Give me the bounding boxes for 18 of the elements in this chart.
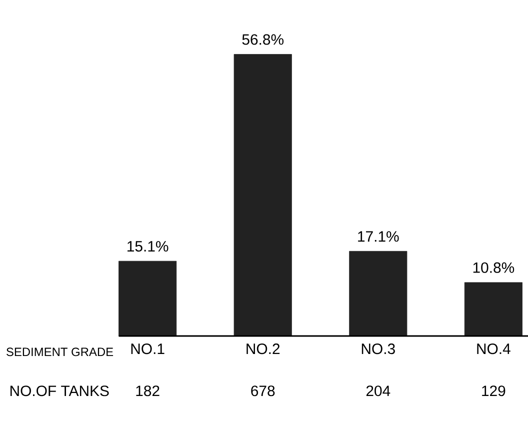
text: 182 bbox=[136, 386, 160, 396]
bar bbox=[464, 282, 522, 336]
x-tick-label: NO.4 bbox=[477, 344, 510, 354]
text: 678 bbox=[251, 386, 275, 396]
bar bbox=[349, 250, 408, 336]
x-axis-title: SEDIMENT GRADE bbox=[6, 348, 114, 356]
text: 129 bbox=[482, 386, 506, 396]
data-label: 10.8% bbox=[473, 262, 514, 273]
text: 204 bbox=[366, 386, 390, 396]
x-tick-label: NO.3 bbox=[362, 344, 395, 354]
text: NO.OF TANKS bbox=[10, 386, 109, 396]
data-label: 56.8% bbox=[242, 34, 284, 45]
bar bbox=[118, 260, 177, 336]
x-tick-label: NO.2 bbox=[246, 344, 280, 354]
data-label: 17.1% bbox=[358, 231, 399, 242]
bar bbox=[234, 54, 292, 336]
data-label: 15.1% bbox=[128, 241, 168, 252]
x-tick-label: NO.1 bbox=[131, 344, 164, 354]
